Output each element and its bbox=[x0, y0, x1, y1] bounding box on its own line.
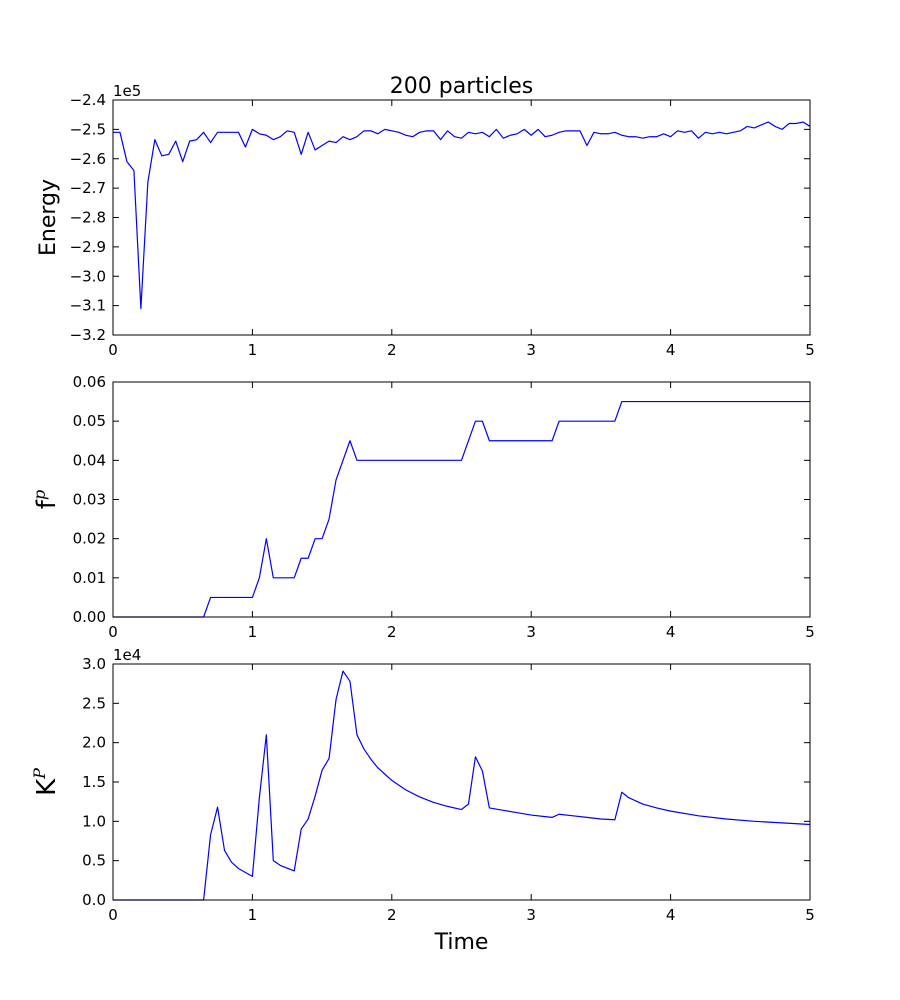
x-tick-label: 1 bbox=[248, 906, 258, 924]
x-tick-label: 1 bbox=[248, 623, 258, 641]
x-tick-label: 5 bbox=[805, 906, 815, 924]
panels: 0 1 2 3 4 5 −3.2 −3.1 −3.0 −2.9 −2.8 −2.7 −2.6 −2.5 −2… bbox=[30, 82, 815, 955]
y-tick-label: 3.0 bbox=[82, 655, 106, 673]
x-tick-label: 5 bbox=[805, 341, 815, 359]
x-tick-label: 4 bbox=[666, 341, 676, 359]
y-tick-label: 0.01 bbox=[73, 569, 106, 587]
x-axis-label: Time bbox=[434, 930, 489, 955]
y-tick-label: 2.0 bbox=[82, 734, 106, 752]
y-tick-label: 2.5 bbox=[82, 694, 106, 712]
y-axis-label-base: f bbox=[32, 499, 62, 509]
panel-1-series-line bbox=[113, 121, 811, 310]
x-tick-label: 4 bbox=[666, 906, 676, 924]
y-tick-label: 1.0 bbox=[82, 812, 106, 830]
y-tick-label: −2.5 bbox=[70, 120, 106, 138]
y-tick-label: 0.02 bbox=[73, 530, 106, 548]
y-tick-label: −3.1 bbox=[70, 297, 106, 315]
x-tick-label: 3 bbox=[526, 623, 536, 641]
y-tick-label: −2.7 bbox=[70, 179, 106, 197]
y-tick-label: 0.06 bbox=[73, 373, 106, 391]
y-tick-label: −2.6 bbox=[70, 150, 106, 168]
x-tick-label: 1 bbox=[248, 341, 258, 359]
x-tick-label: 2 bbox=[387, 906, 397, 924]
y-tick-label: 0.5 bbox=[82, 852, 106, 870]
x-tick-label: 2 bbox=[387, 341, 397, 359]
x-tick-label: 0 bbox=[108, 341, 118, 359]
x-tick-label: 0 bbox=[108, 906, 118, 924]
y-offset-label: 1e5 bbox=[113, 82, 141, 100]
panel-2: 0 1 2 3 4 5 0.00 0.01 0.02 0.03 0.04 0.05 0.06 fp bbox=[30, 373, 815, 641]
x-tick-label: 0 bbox=[108, 623, 118, 641]
y-axis-label: KP bbox=[30, 768, 62, 796]
y-axis-label-base: K bbox=[32, 778, 62, 796]
x-tick-label: 5 bbox=[805, 623, 815, 641]
y-tick-label: 0.04 bbox=[73, 451, 106, 469]
y-tick-label: 0.05 bbox=[73, 412, 106, 430]
chart-title: 200 particles bbox=[390, 74, 533, 99]
x-tick-label: 3 bbox=[526, 341, 536, 359]
y-tick-label: −2.9 bbox=[70, 238, 106, 256]
y-tick-label: 0.03 bbox=[73, 491, 106, 509]
y-axis-label-superscript: p bbox=[30, 490, 49, 500]
y-tick-label: 0.0 bbox=[82, 891, 106, 909]
y-tick-label: −3.0 bbox=[70, 267, 106, 285]
y-tick-label: 1.5 bbox=[82, 773, 106, 791]
x-tick-label: 3 bbox=[526, 906, 536, 924]
y-offset-label: 1e4 bbox=[113, 646, 141, 664]
x-tick-label: 2 bbox=[387, 623, 397, 641]
y-tick-label: −3.2 bbox=[70, 326, 106, 344]
y-axis-label: Energy bbox=[36, 179, 61, 256]
panel-1: 0 1 2 3 4 5 −3.2 −3.1 −3.0 −2.9 −2.8 −2.7 −2.6 −2.5 −2… bbox=[36, 82, 815, 359]
x-tick-label: 4 bbox=[666, 623, 676, 641]
y-tick-label: −2.8 bbox=[70, 209, 106, 227]
panel-3: 0 1 2 3 4 5 0.0 0.5 1.0 1.5 2.0 2.5 3.0 1e4 KP Time bbox=[30, 646, 815, 955]
panel-2-series-line bbox=[113, 400, 810, 618]
y-tick-label: 0.00 bbox=[73, 608, 106, 626]
y-axis-label: fp bbox=[30, 490, 62, 509]
y-axis-label-superscript: P bbox=[30, 768, 49, 780]
panel-3-series-line bbox=[113, 670, 811, 901]
y-tick-label: −2.4 bbox=[70, 91, 106, 109]
